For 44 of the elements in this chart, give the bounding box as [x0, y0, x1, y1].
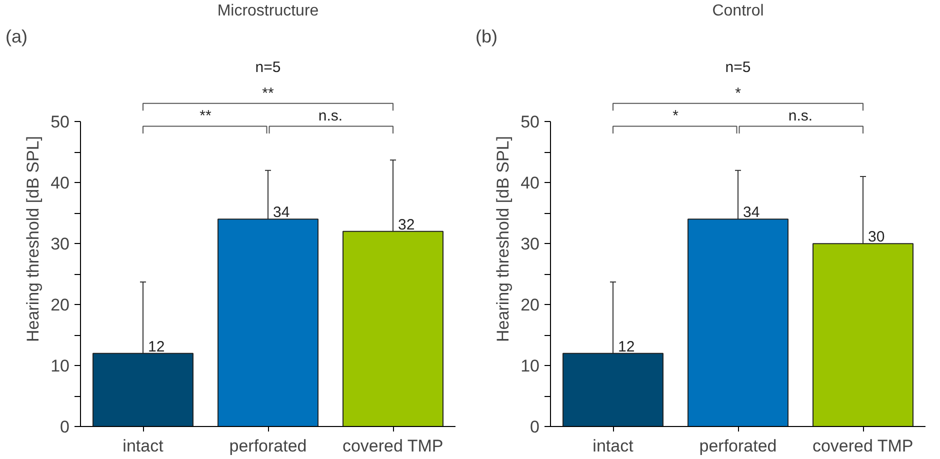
text: n=5 [725, 58, 751, 76]
annotation: n.s. [788, 108, 813, 125]
data-label: 34 [273, 204, 290, 222]
bar [812, 243, 914, 426]
text: (a) [6, 26, 28, 46]
annotation: * [672, 108, 679, 125]
data-label: 32 [398, 216, 415, 234]
chart-title: Microstructure [217, 2, 319, 20]
x-tick-label: perforated [229, 436, 307, 456]
x-tick-label: covered TMP [342, 436, 444, 456]
y-tick-label: 0 [530, 418, 540, 436]
y-tick-label: 50 [50, 112, 70, 132]
chart-title: Control [712, 2, 764, 20]
y-tick-label: 0 [60, 418, 70, 436]
y-tick-label: 20 [50, 296, 70, 315]
text: ** [262, 84, 274, 102]
bar [92, 352, 194, 426]
y-tick-label: 20 [520, 296, 540, 315]
y-tick-label: 30 [50, 234, 70, 254]
y-tick-label: 10 [50, 356, 70, 376]
y-tick-label: 50 [520, 112, 540, 132]
y-axis-title: Hearing threshold [dB SPL] [24, 136, 43, 342]
x-tick-label: covered TMP [812, 436, 914, 456]
text: n=5 [255, 58, 281, 76]
annotation: n.s. [318, 108, 343, 125]
x-tick-label: perforated [699, 436, 777, 456]
y-tick-label: 40 [50, 174, 70, 193]
y-tick-label: 30 [520, 234, 540, 254]
x-tick-label: intact [592, 436, 634, 456]
data-label: 30 [868, 228, 885, 246]
bar [562, 352, 664, 426]
data-label: 34 [743, 204, 760, 222]
y-tick-label: 10 [520, 356, 540, 376]
data-label: 12 [618, 338, 635, 356]
data-label: 12 [148, 338, 165, 356]
x-tick-label: intact [122, 436, 164, 456]
y-tick-label: 40 [520, 174, 540, 193]
text: (b) [476, 26, 498, 46]
bar [342, 230, 444, 426]
bar [688, 218, 788, 426]
annotation: ** [200, 108, 212, 125]
bar [218, 218, 318, 426]
y-axis-title: Hearing threshold [dB SPL] [494, 136, 513, 342]
text: * [735, 84, 742, 102]
